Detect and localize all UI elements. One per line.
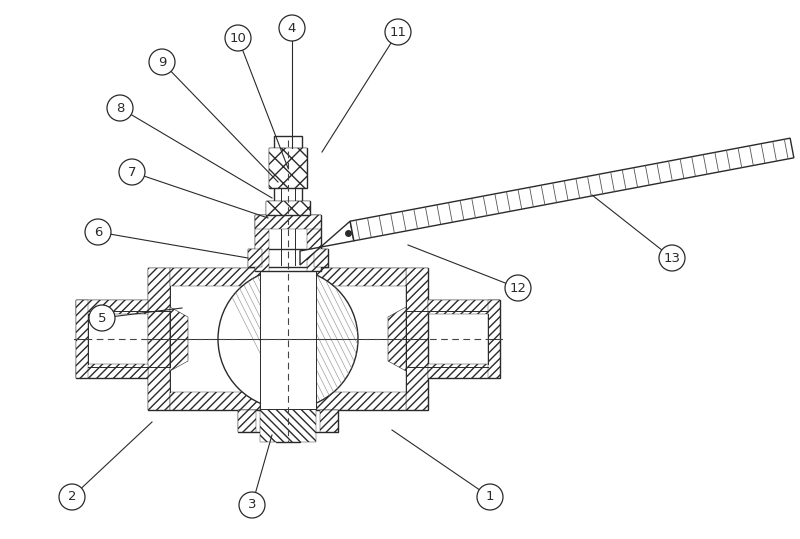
Bar — [488, 300, 500, 378]
Polygon shape — [350, 138, 794, 241]
Bar — [406, 268, 428, 410]
Bar — [76, 300, 148, 314]
Circle shape — [279, 15, 305, 41]
Bar — [428, 300, 500, 378]
Bar — [238, 410, 338, 432]
Bar — [76, 300, 148, 378]
Circle shape — [505, 275, 531, 301]
Bar — [255, 215, 269, 271]
Bar — [276, 432, 300, 442]
Circle shape — [385, 19, 411, 45]
Polygon shape — [170, 307, 188, 371]
Bar — [320, 410, 338, 432]
Text: 7: 7 — [128, 165, 136, 178]
Bar — [148, 268, 428, 410]
Bar — [266, 201, 310, 215]
Bar — [428, 300, 500, 314]
Circle shape — [477, 484, 503, 510]
Bar — [248, 249, 328, 267]
Text: 1: 1 — [486, 490, 494, 503]
Bar — [274, 136, 302, 148]
Bar — [269, 148, 307, 188]
Circle shape — [59, 484, 85, 510]
Bar — [238, 410, 256, 432]
Text: 2: 2 — [68, 490, 76, 503]
Circle shape — [239, 492, 265, 518]
Bar — [255, 215, 321, 229]
Text: 11: 11 — [390, 25, 406, 38]
Text: 6: 6 — [94, 225, 102, 238]
Circle shape — [107, 95, 133, 121]
Bar — [307, 215, 321, 271]
Text: 5: 5 — [98, 312, 106, 324]
Polygon shape — [388, 307, 406, 371]
Bar — [266, 201, 310, 215]
Circle shape — [225, 25, 251, 51]
Bar — [76, 364, 148, 378]
Circle shape — [89, 305, 115, 331]
Bar — [76, 300, 88, 378]
Circle shape — [119, 159, 145, 185]
Polygon shape — [260, 392, 316, 442]
Bar — [148, 268, 170, 410]
Bar — [170, 392, 406, 410]
Text: 13: 13 — [663, 252, 681, 265]
Bar — [274, 148, 302, 215]
Text: 12: 12 — [510, 281, 526, 294]
Bar — [170, 268, 406, 286]
Bar — [314, 249, 328, 267]
Bar — [260, 269, 316, 409]
Circle shape — [149, 49, 175, 75]
Bar — [255, 215, 321, 271]
Circle shape — [85, 219, 111, 245]
Bar — [428, 364, 500, 378]
Bar — [269, 148, 307, 188]
Circle shape — [659, 245, 685, 271]
Text: 3: 3 — [248, 499, 256, 512]
Polygon shape — [300, 221, 354, 265]
Text: 8: 8 — [116, 101, 124, 114]
Circle shape — [218, 269, 358, 409]
Bar — [248, 249, 262, 267]
Text: 10: 10 — [230, 31, 246, 45]
Text: 9: 9 — [158, 56, 166, 68]
Text: 4: 4 — [288, 22, 296, 34]
